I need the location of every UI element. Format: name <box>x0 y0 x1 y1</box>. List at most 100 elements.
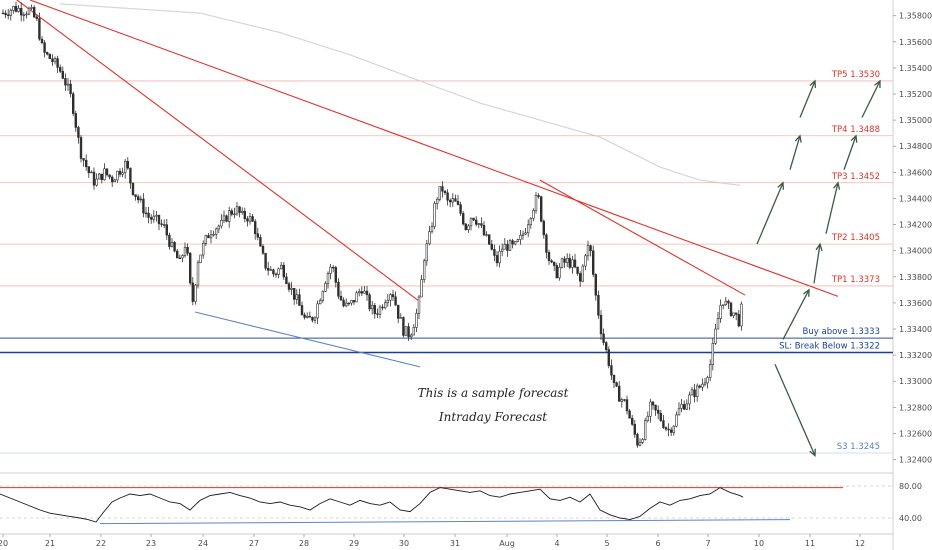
candle-body <box>482 225 486 236</box>
time-tick-label: 7 <box>705 539 710 548</box>
candle-body <box>529 218 533 226</box>
level-label-5: Buy above 1.3333 <box>803 327 880 337</box>
candle-body <box>53 58 57 62</box>
time-tick-label: 29 <box>349 539 359 548</box>
candle-body <box>607 349 611 366</box>
candle-body <box>430 226 434 233</box>
candle-body <box>654 404 657 411</box>
candle-body <box>95 178 98 186</box>
candle-body <box>550 260 553 263</box>
candle-body <box>537 195 540 197</box>
candle-body <box>230 210 233 215</box>
level-label-4: TP1 1.3373 <box>831 275 880 285</box>
price-tick-label: 1.34000 <box>899 247 932 256</box>
forecast-arrowhead-6 <box>794 134 802 143</box>
candle-body <box>360 291 363 294</box>
candle-body <box>402 317 405 336</box>
candle-body <box>308 315 311 318</box>
candle-body <box>111 176 114 183</box>
candle-body <box>641 439 644 443</box>
candle-body <box>160 223 163 225</box>
forecast-arrow-7 <box>799 80 816 118</box>
candle-body <box>292 288 296 300</box>
candle-body <box>498 251 501 264</box>
candle-body <box>25 13 28 16</box>
candle-body <box>677 407 681 416</box>
candle-body <box>422 260 426 280</box>
candle-body <box>599 314 603 335</box>
candle-body <box>516 239 520 242</box>
candle-body <box>711 343 715 365</box>
time-tick-label: 30 <box>399 539 409 548</box>
candle-body <box>282 264 285 278</box>
candle-body <box>64 78 67 86</box>
time-tick-label: 12 <box>855 539 865 548</box>
forecast-arrow-1 <box>813 244 821 284</box>
candle-body <box>682 404 686 410</box>
candle-body <box>698 385 702 388</box>
price-tick-label: 1.34800 <box>899 142 932 151</box>
candle-body <box>277 268 280 275</box>
candle-body <box>215 228 218 235</box>
candle-body <box>454 198 457 202</box>
price-tick-label: 1.33600 <box>899 299 932 308</box>
candle-body <box>350 300 353 304</box>
candle-body <box>155 214 158 217</box>
candle-body <box>480 223 483 226</box>
candle-body <box>378 306 382 315</box>
candle-body <box>150 217 153 220</box>
candle-body <box>256 233 259 238</box>
candle-body <box>9 10 12 16</box>
candle-body <box>290 288 293 290</box>
candle-body <box>129 167 132 184</box>
candle-body <box>303 314 306 318</box>
candle-body <box>27 8 31 15</box>
candle-body <box>477 223 480 225</box>
candle-body <box>456 200 460 205</box>
time-tick-label: Aug <box>499 539 515 548</box>
candle-body <box>144 212 148 215</box>
candle-body <box>168 234 171 247</box>
candle-body <box>347 302 350 305</box>
candle-body <box>591 250 595 275</box>
candle-body <box>131 182 135 195</box>
level-label-6: SL: Break Below 1.3322 <box>779 342 880 352</box>
candle-body <box>399 317 402 319</box>
level-label-7: S3 1.3245 <box>837 442 880 452</box>
candle-body <box>228 210 231 222</box>
candle-body <box>178 257 181 260</box>
candle-body <box>524 232 527 235</box>
candle-body <box>90 171 93 174</box>
candle-body <box>272 269 275 275</box>
candle-body <box>415 313 418 328</box>
candle-body <box>469 217 473 227</box>
candle-body <box>238 206 241 213</box>
forecast-arrow-3 <box>843 135 857 170</box>
candle-body <box>620 399 624 402</box>
candle-body <box>207 235 210 239</box>
candle-body <box>124 160 127 173</box>
candle-body <box>669 429 673 433</box>
candle-body <box>35 16 39 19</box>
candle-body <box>662 420 665 428</box>
candle-body <box>495 255 499 264</box>
candle-body <box>420 279 423 298</box>
candle-body <box>584 255 587 267</box>
candle-body <box>43 42 46 53</box>
candle-body <box>222 215 226 221</box>
candle-body <box>305 315 309 318</box>
candle-body <box>576 266 579 274</box>
candle-body <box>243 210 246 219</box>
candle-body <box>204 235 207 244</box>
candle-body <box>363 290 366 294</box>
trendline-3 <box>194 311 421 368</box>
annotation-intraday: Intraday Forecast <box>438 410 547 424</box>
candle-body <box>708 364 712 378</box>
candle-body <box>435 198 439 204</box>
candle-body <box>118 170 122 175</box>
candle-body <box>667 428 670 431</box>
candle-body <box>433 203 436 227</box>
candle-body <box>105 168 109 176</box>
forecast-arrowhead-4 <box>874 79 881 88</box>
candle-body <box>545 234 548 253</box>
